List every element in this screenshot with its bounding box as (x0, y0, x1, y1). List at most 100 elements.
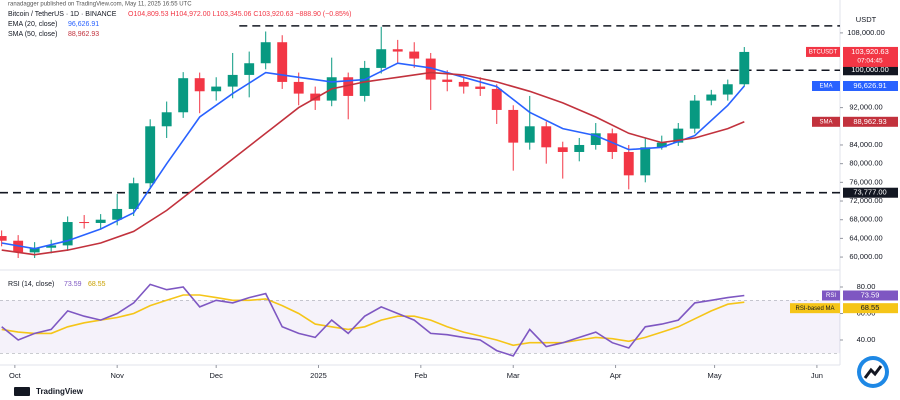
currency: USDT (856, 15, 877, 24)
candle-body (244, 63, 255, 75)
candle-body (0, 236, 7, 241)
candle-body (392, 49, 403, 52)
y-tick-label: 76,000.00 (849, 177, 882, 186)
rsi-line (1, 283, 745, 357)
rsi-y-tick-label: 40.00 (857, 335, 876, 344)
countdown: 07:04:45 (857, 58, 883, 65)
candle-body (640, 147, 651, 176)
candle-body (458, 81, 469, 87)
candle-body (194, 78, 205, 92)
ohlc: O104,809.53 H104,972.00 L103,345.06 C103… (128, 11, 351, 18)
x-tick-label: Jun (811, 371, 823, 380)
candle-body (425, 58, 436, 80)
footer-brand: TradingView (36, 387, 84, 396)
rsi-ma-label-box (843, 303, 898, 314)
candle-body (508, 109, 519, 143)
candle-body (722, 84, 733, 95)
last-price-label: 103,920.63 (851, 47, 889, 56)
attribution: ranadagger published on TradingView.com,… (8, 2, 192, 8)
ma-tag-box (812, 81, 840, 92)
candle-body (211, 86, 222, 92)
candle-body (409, 51, 420, 59)
rsi-title: RSI (14, close) (8, 281, 54, 288)
candle-body (524, 126, 535, 143)
level-label: 100,000.00 (851, 65, 889, 74)
x-tick-label: May (707, 371, 721, 380)
candle-body (260, 42, 271, 64)
candle-body (673, 128, 684, 143)
y-tick-label: 80,000.00 (849, 159, 882, 168)
rsi-tag: RSI (826, 293, 836, 299)
x-tick-label: Feb (414, 371, 427, 380)
y-tick-label: 84,000.00 (849, 140, 882, 149)
rsi-header-value: 73.59 (64, 281, 82, 288)
x-tick-label: Dec (210, 371, 224, 380)
candle-body (310, 93, 321, 101)
ma-label-box (843, 116, 898, 127)
candle-body (491, 88, 502, 110)
candle-body (689, 100, 700, 129)
chart-title: Bitcoin / TetherUS · 1D · BINANCE (8, 11, 117, 18)
candle-body (739, 51, 750, 85)
ma-tag-box (812, 116, 840, 127)
y-tick-label: 108,000.00 (847, 28, 885, 37)
symbol-tag: BTCUSDT (809, 50, 838, 56)
candle-body (590, 133, 601, 145)
y-tick-label: 68,000.00 (849, 215, 882, 224)
candle-body (557, 147, 568, 152)
last-price-box (843, 46, 898, 67)
rsi-label-box (843, 290, 898, 301)
ma-label: 96,626.91 (853, 81, 886, 90)
corner-badge (857, 356, 889, 388)
x-tick-label: Mar (507, 371, 520, 380)
candle-body (79, 222, 90, 224)
ma-line (1, 62, 745, 250)
rsi-ma-label: 68.55 (861, 303, 880, 312)
candle-body (62, 222, 73, 246)
candle-body (145, 126, 156, 184)
candle-body (574, 144, 585, 152)
candle-body (706, 94, 717, 101)
rsi-band (0, 300, 840, 354)
rsi-y-tick-label: 80.00 (857, 282, 876, 291)
symbol-tag-box (806, 46, 840, 57)
ema-legend: EMA (20, close) (8, 21, 57, 28)
candle-body (656, 142, 667, 148)
rsi-ma-tag: RSI-based MA (795, 306, 834, 312)
candle-body (227, 74, 238, 87)
rsi-ma-tag-box (790, 303, 840, 314)
ema-legend-value: 96,626.91 (68, 21, 99, 28)
rsi-tag-box (822, 290, 840, 301)
ma-tag: SMA (819, 119, 832, 125)
candle-body (277, 42, 288, 82)
y-tick-label: 92,000.00 (849, 103, 882, 112)
logo (14, 387, 30, 396)
ma-label-box (843, 81, 898, 92)
sma-legend: SMA (50, close) (8, 31, 57, 38)
candle-body (293, 81, 304, 94)
sma-legend-value: 88,962.93 (68, 31, 99, 38)
candle-body (442, 79, 453, 82)
x-tick-label: Nov (110, 371, 124, 380)
candle-body (376, 49, 387, 68)
candle-body (161, 112, 172, 127)
x-tick-label: Apr (610, 371, 622, 380)
level-label: 73,777.00 (853, 188, 886, 197)
y-tick-label: 60,000.00 (849, 252, 882, 261)
candle-body (343, 77, 354, 96)
rsi-label: 73.59 (861, 290, 880, 299)
candle-body (178, 78, 189, 113)
ma-tag: EMA (819, 84, 832, 90)
ma-label: 88,962.93 (853, 117, 886, 126)
candle-body (128, 183, 139, 209)
candle-body (29, 247, 40, 253)
x-tick-label: Oct (9, 371, 22, 380)
candle-body (46, 245, 57, 248)
candle-body (623, 151, 634, 176)
candle-body (112, 208, 123, 220)
y-tick-label: 72,000.00 (849, 196, 882, 205)
ma-line (1, 71, 745, 256)
candle-body (95, 219, 106, 223)
